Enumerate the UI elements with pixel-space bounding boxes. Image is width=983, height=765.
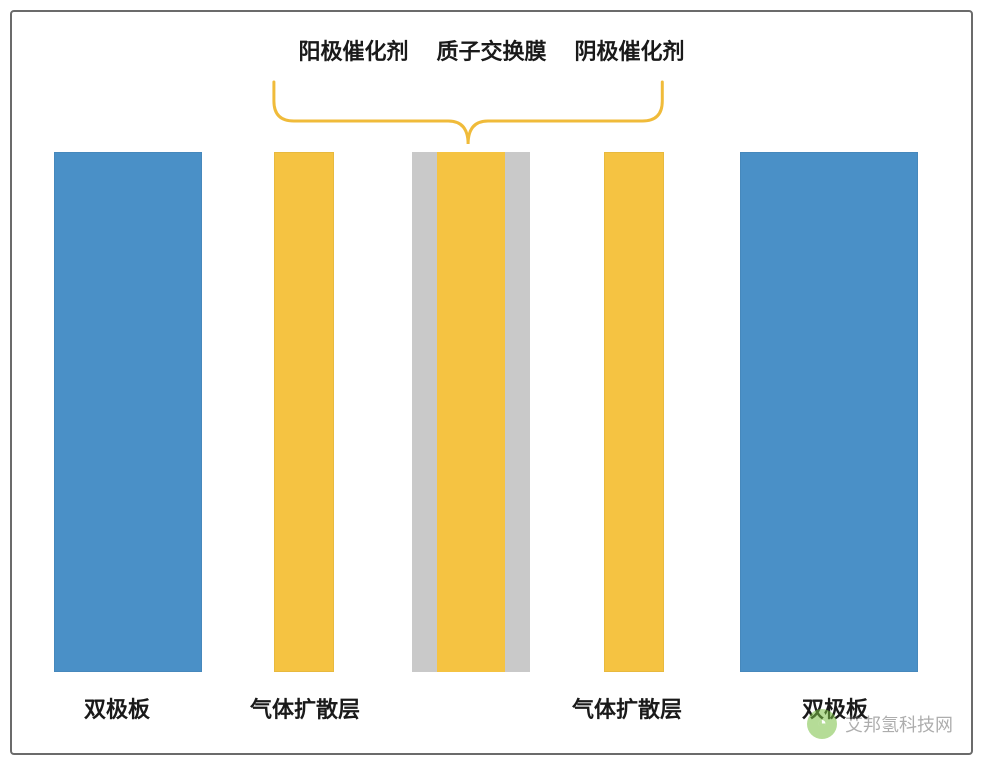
gas-diffusion-layer-left — [274, 152, 334, 672]
mea-assembly — [412, 152, 530, 672]
watermark-text: 艾邦氢科技网 — [845, 711, 953, 737]
top-label-row: 阳极催化剂 质子交换膜 阴极催化剂 — [12, 34, 971, 66]
label-anode-catalyst: 阳极催化剂 — [298, 34, 408, 66]
pem-layer-right — [471, 152, 505, 672]
watermark: ◔ 艾邦氢科技网 — [807, 709, 953, 739]
gas-diffusion-layer-right — [604, 152, 664, 672]
anode-catalyst-layer — [412, 152, 437, 672]
pem-layer-left — [437, 152, 471, 672]
wechat-icon: ◔ — [807, 709, 837, 739]
label-gdl-right: 气体扩散层 — [572, 692, 682, 724]
label-pem: 质子交换膜 — [436, 34, 546, 66]
label-bipolar-left: 双极板 — [84, 692, 150, 724]
bipolar-plate-left — [54, 152, 202, 672]
brace-icon — [12, 78, 971, 150]
cathode-catalyst-layer — [505, 152, 530, 672]
bars-area — [12, 152, 971, 682]
label-cathode-catalyst: 阴极催化剂 — [575, 34, 685, 66]
fuel-cell-diagram: 阳极催化剂 质子交换膜 阴极催化剂 双极板 气体扩散层 气体扩散层 双极板 — [12, 12, 971, 753]
label-gdl-left: 气体扩散层 — [250, 692, 360, 724]
bipolar-plate-right — [740, 152, 918, 672]
diagram-frame: 阳极催化剂 质子交换膜 阴极催化剂 双极板 气体扩散层 气体扩散层 双极板 — [10, 10, 973, 755]
